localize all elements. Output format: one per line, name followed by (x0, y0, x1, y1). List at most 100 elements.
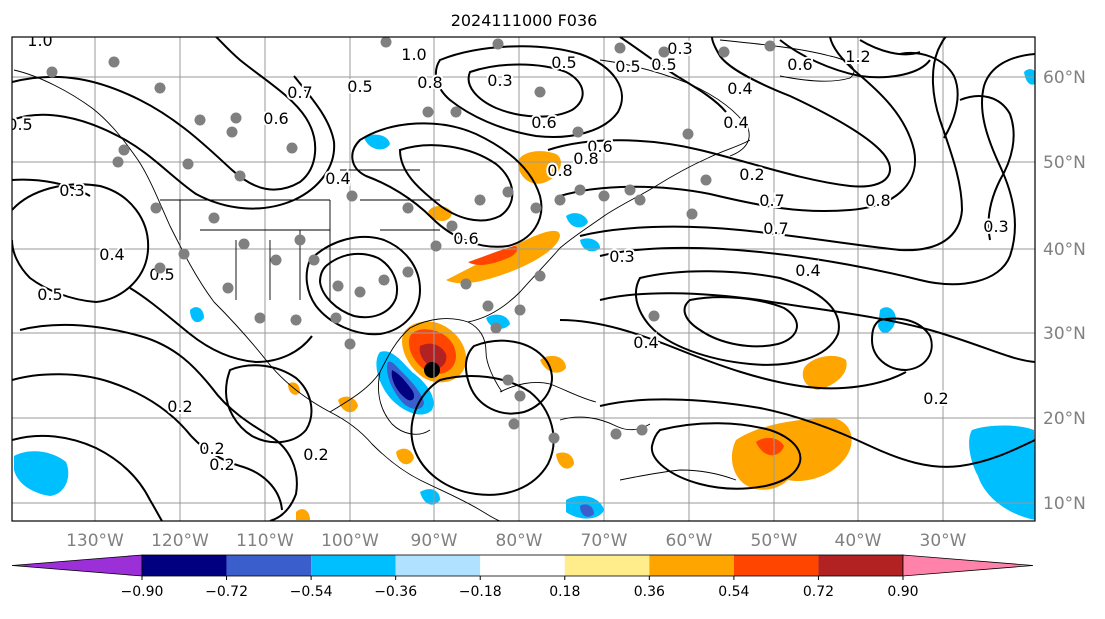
contour-label: 0.4 (325, 169, 350, 188)
contour-label: 0.2 (199, 439, 224, 458)
longitude-label: 60°W (666, 531, 713, 551)
station-marker (624, 184, 636, 196)
station-marker (194, 114, 206, 126)
contour-lines (12, 37, 1035, 521)
station-marker (108, 56, 120, 68)
station-marker (700, 174, 712, 186)
pos-anomaly (338, 396, 358, 413)
contour-label: 0.2 (209, 455, 234, 474)
station-marker (402, 266, 414, 278)
colorbar-tick-label: 0.36 (634, 584, 665, 600)
station-marker (502, 374, 514, 386)
storm-center-marker (424, 362, 440, 378)
latitude-label: 30°N (1043, 324, 1086, 344)
station-marker (502, 186, 514, 198)
contour-label: 0.8 (547, 161, 572, 180)
contour-label: 0.7 (287, 83, 312, 102)
contour-label: 0.6 (453, 229, 478, 248)
colorbar-extend-high (902, 554, 1034, 577)
station-marker (514, 304, 526, 316)
colorbar-segment (226, 555, 312, 576)
contour-label: 0.3 (59, 181, 84, 200)
station-marker (658, 46, 670, 58)
contour-label: 0.3 (983, 217, 1008, 236)
station-marker (534, 86, 546, 98)
contour-label: 0.6 (587, 137, 612, 156)
station-marker (614, 42, 626, 54)
longitude-label: 130°W (66, 531, 124, 551)
latitude-label: 40°N (1043, 240, 1086, 260)
station-marker (446, 220, 458, 232)
longitude-label: 100°W (321, 531, 379, 551)
latitude-label: 50°N (1043, 153, 1086, 173)
station-marker (648, 310, 660, 322)
station-markers (46, 37, 776, 444)
station-marker (154, 82, 166, 94)
station-marker (514, 390, 526, 402)
station-marker (230, 112, 242, 124)
contour-label: 0.8 (573, 149, 598, 168)
station-marker (508, 418, 520, 430)
contour-label: 0.8 (417, 73, 442, 92)
station-marker (490, 322, 502, 334)
pos-anomaly (756, 437, 784, 456)
station-marker (112, 156, 124, 168)
station-marker (346, 190, 358, 202)
neg-anomaly (364, 134, 390, 150)
station-marker (574, 184, 586, 196)
station-marker (118, 144, 130, 156)
station-marker (46, 66, 58, 78)
pos-anomaly (518, 151, 561, 184)
neg-anomaly (580, 238, 600, 252)
contour-label: 1.0 (401, 45, 426, 64)
station-marker (718, 46, 730, 58)
station-marker (332, 280, 344, 292)
pos-anomaly (802, 355, 847, 390)
contour-label: 0.2 (739, 165, 764, 184)
station-marker (460, 278, 472, 290)
neg-anomaly (580, 504, 594, 517)
contour-label: 0.2 (303, 445, 328, 464)
contour-label: 0.5 (615, 57, 640, 76)
station-marker (290, 314, 302, 326)
latitude-labels: 60°N 50°N 40°N 30°N 20°N 10°N (1043, 68, 1086, 514)
station-marker (354, 286, 366, 298)
station-marker (344, 338, 356, 350)
contour-label: 0.4 (723, 113, 748, 132)
station-marker (610, 428, 622, 440)
station-marker (270, 254, 282, 266)
colorbar-tick-label: −0.90 (121, 584, 164, 600)
pos-anomaly (468, 246, 518, 265)
station-marker (234, 170, 246, 182)
contour-label: 0.5 (7, 115, 32, 134)
station-marker (450, 106, 462, 118)
colorbar-tick-label: 0.90 (887, 584, 918, 600)
colorbar-tick-label: −0.72 (205, 584, 248, 600)
pos-anomaly (396, 448, 414, 465)
latitude-label: 60°N (1043, 68, 1086, 88)
pos-anomaly (556, 452, 574, 469)
station-marker (182, 158, 194, 170)
station-marker (308, 254, 320, 266)
station-marker (636, 424, 648, 436)
pos-anomaly (296, 509, 310, 520)
longitude-label: 110°W (236, 531, 294, 551)
contour-label: 0.3 (667, 39, 692, 58)
longitude-label: 80°W (496, 531, 543, 551)
neg-anomaly (566, 213, 588, 228)
contour-label: 0.4 (633, 333, 658, 352)
station-marker (598, 190, 610, 202)
contour-label: 1.0 (27, 31, 52, 50)
station-marker (330, 312, 342, 324)
colorbar-segment (649, 555, 734, 576)
latitude-label: 20°N (1043, 409, 1086, 429)
station-marker (222, 282, 234, 294)
longitude-label: 50°W (751, 531, 798, 551)
contour-label: 0.5 (37, 285, 62, 304)
station-marker (430, 240, 442, 252)
contour-label: 0.5 (551, 53, 576, 72)
contour-label: 0.5 (347, 77, 372, 96)
contour-label: 0.8 (865, 191, 890, 210)
colorbar-tick-label: −0.36 (374, 584, 417, 600)
